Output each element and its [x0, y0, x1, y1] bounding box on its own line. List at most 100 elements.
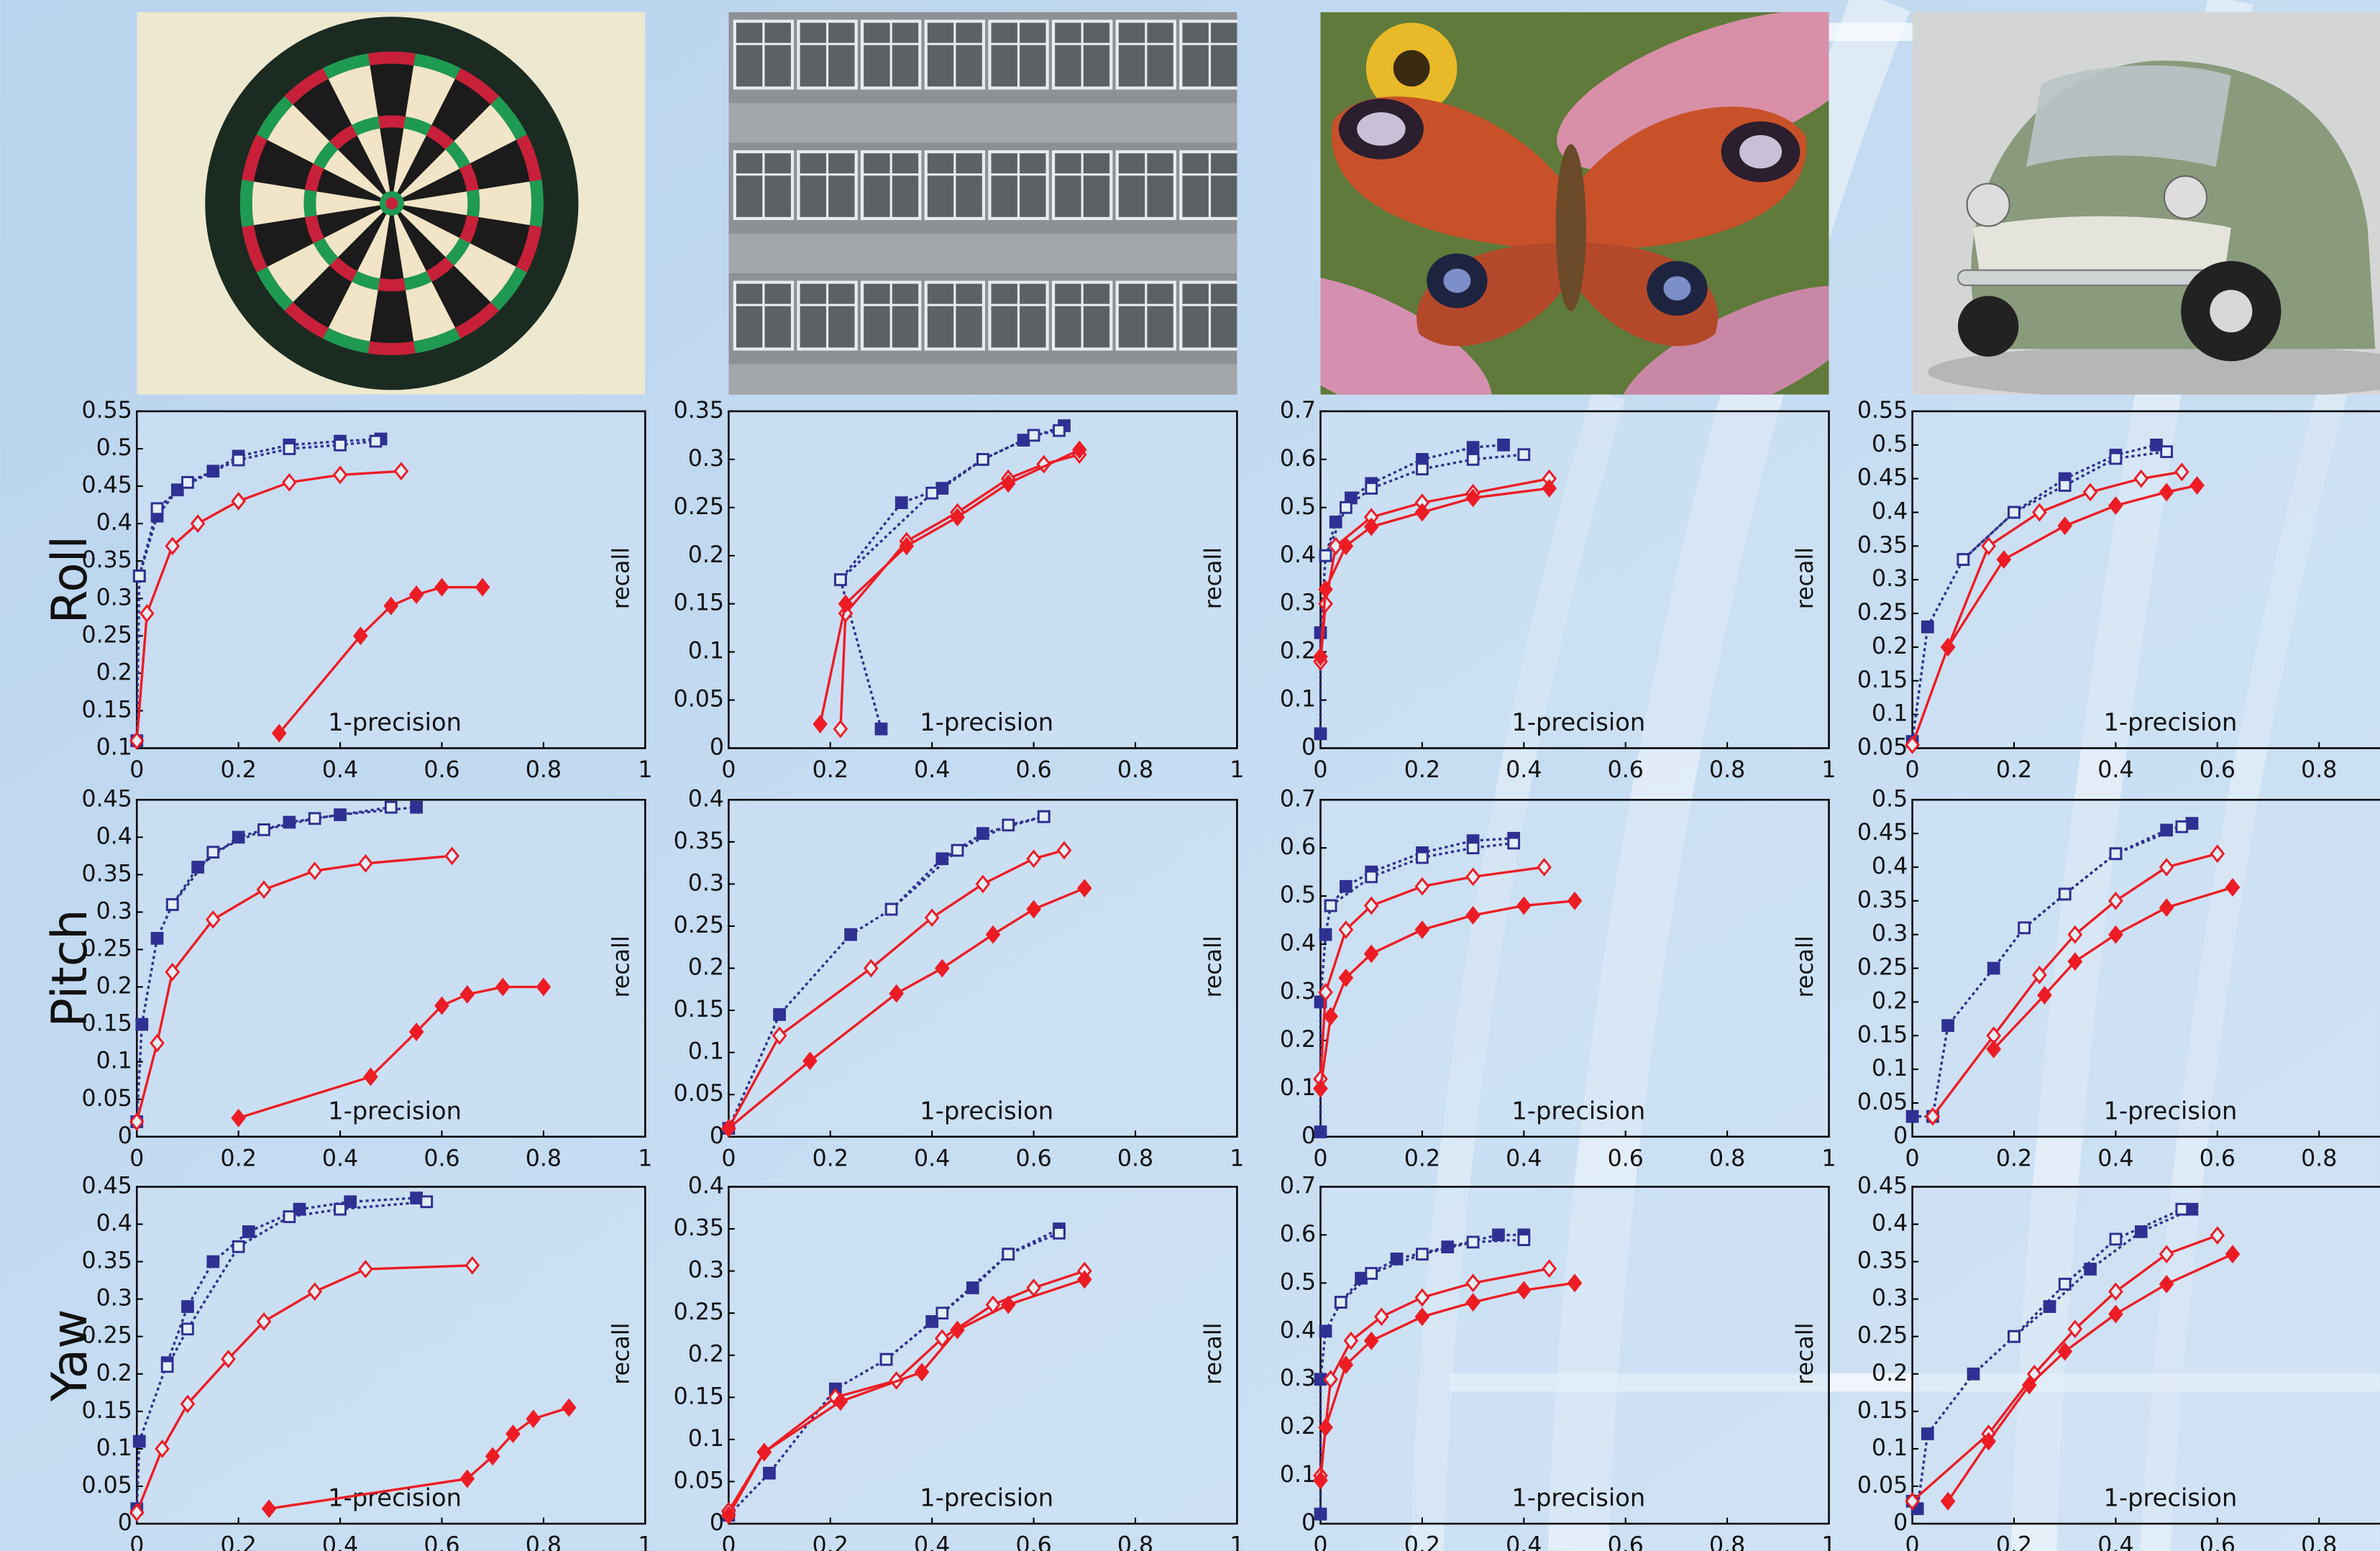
y-tick-label: 0.3 — [1280, 979, 1316, 1005]
square-marker — [152, 503, 163, 514]
x-tick-label: 0 — [129, 1533, 144, 1551]
y-tick-label: 0.15 — [81, 1011, 132, 1037]
square-marker — [134, 571, 145, 582]
square-marker — [1468, 454, 1478, 465]
y-tick-label: 0.05 — [1857, 1473, 1908, 1499]
square-marker — [193, 862, 203, 873]
square-marker — [1366, 1268, 1377, 1279]
y-tick-label: 0.3 — [688, 446, 724, 472]
x-tick-label: 0.6 — [2200, 757, 2235, 783]
dart-segment — [303, 190, 316, 217]
y-tick-label: 0.15 — [81, 1398, 132, 1424]
x-tick-label: 0.6 — [424, 1145, 459, 1171]
y-tick-label: 0.1 — [688, 1039, 724, 1065]
square-marker — [2009, 507, 2020, 518]
square-marker — [183, 477, 193, 488]
square-marker — [1922, 621, 1933, 632]
y-tick-label: 0.1 — [1872, 1056, 1908, 1081]
y-tick-label: 0.1 — [96, 1048, 132, 1074]
square-marker — [370, 436, 381, 447]
square-marker — [1988, 963, 1999, 974]
chart: 0.050.10.150.20.250.30.350.40.450.50.550… — [1793, 398, 2380, 783]
x-tick-label: 0.4 — [1506, 1145, 1542, 1171]
y-tick-label: 0.35 — [1857, 887, 1908, 913]
y-axis-label: recall — [1201, 935, 1227, 997]
square-marker — [1340, 502, 1351, 513]
square-marker — [881, 1354, 892, 1365]
y-tick-label: 0.4 — [688, 1173, 724, 1199]
building-photo — [728, 12, 1238, 404]
y-axis-label: recall — [609, 547, 635, 609]
plot-area — [728, 1186, 1237, 1524]
x-tick-label: 0.2 — [1404, 1533, 1440, 1551]
square-marker — [233, 832, 244, 843]
y-tick-label: 0.3 — [1280, 590, 1316, 616]
y-tick-label: 0 — [118, 1123, 132, 1149]
y-tick-label: 0.35 — [81, 1248, 132, 1274]
square-marker — [896, 498, 907, 508]
x-tick-label: 0.6 — [2200, 1533, 2235, 1551]
square-marker — [2187, 1204, 2197, 1214]
dart-segment — [378, 278, 406, 291]
x-tick-label: 0.4 — [322, 1533, 358, 1551]
square-marker — [1038, 811, 1049, 822]
x-axis-label: 1-precision — [920, 1484, 1053, 1512]
x-tick-label: 0.2 — [813, 757, 848, 783]
x-axis-label: 1-precision — [328, 708, 462, 736]
square-marker — [1315, 728, 1326, 739]
y-tick-label: 0.05 — [674, 687, 724, 713]
y-tick-label: 0.2 — [688, 955, 724, 981]
y-tick-label: 0.25 — [1857, 955, 1908, 981]
x-tick-label: 1 — [1821, 757, 1836, 783]
row-label: Pitch — [41, 909, 98, 1027]
x-axis-label: 1-precision — [1511, 708, 1645, 736]
dart-segment — [368, 342, 416, 355]
square-marker — [1468, 442, 1478, 453]
x-tick-label: 0.4 — [914, 1533, 950, 1551]
x-tick-label: 0.4 — [1506, 1533, 1542, 1551]
x-axis-label: 1-precision — [2103, 1484, 2237, 1512]
y-tick-label: 0.15 — [81, 697, 132, 723]
y-tick-label: 0.05 — [1857, 1089, 1908, 1115]
square-marker — [1417, 464, 1428, 475]
x-tick-label: 0.6 — [1608, 757, 1644, 783]
square-marker — [876, 723, 887, 734]
x-tick-label: 0 — [1313, 757, 1327, 783]
x-tick-label: 0.2 — [813, 1145, 848, 1171]
y-tick-label: 0.1 — [1280, 1462, 1316, 1488]
x-tick-label: 1 — [1821, 1145, 1836, 1171]
y-tick-label: 0.25 — [81, 622, 132, 648]
x-tick-label: 0.8 — [1709, 757, 1745, 783]
dart-segment — [368, 52, 416, 65]
x-tick-label: 0.4 — [2097, 1145, 2133, 1171]
y-tick-label: 0.4 — [1872, 854, 1908, 879]
y-tick-label: 0.45 — [81, 1173, 132, 1199]
x-tick-label: 1 — [638, 1145, 652, 1171]
square-marker — [1325, 900, 1336, 911]
x-tick-label: 1 — [1230, 1533, 1244, 1551]
y-tick-label: 0 — [1893, 1123, 1908, 1149]
y-tick-label: 0.55 — [81, 398, 132, 424]
y-tick-label: 0.35 — [1857, 532, 1908, 558]
y-tick-label: 0.3 — [688, 1258, 724, 1284]
square-marker — [1315, 1509, 1326, 1519]
y-tick-label: 0.3 — [96, 1286, 132, 1312]
square-marker — [2044, 1301, 2055, 1312]
square-marker — [2110, 848, 2121, 859]
y-tick-label: 0.45 — [1857, 465, 1908, 491]
x-tick-label: 0.6 — [424, 757, 459, 783]
y-tick-label: 0.6 — [1280, 834, 1316, 860]
x-tick-label: 0 — [1905, 1145, 1920, 1171]
square-marker — [1943, 1020, 1954, 1031]
y-tick-label: 0.05 — [81, 1086, 132, 1112]
x-tick-label: 0.8 — [1117, 757, 1153, 783]
x-axis-label: 1-precision — [920, 1097, 1053, 1125]
square-marker — [1320, 1326, 1331, 1337]
x-tick-label: 0.8 — [2301, 1533, 2337, 1551]
y-tick-label: 0.05 — [81, 1473, 132, 1499]
y-tick-label: 0.35 — [674, 398, 724, 424]
x-axis-label: 1-precision — [2103, 1097, 2237, 1125]
square-marker — [886, 904, 897, 915]
square-marker — [2059, 889, 2070, 900]
